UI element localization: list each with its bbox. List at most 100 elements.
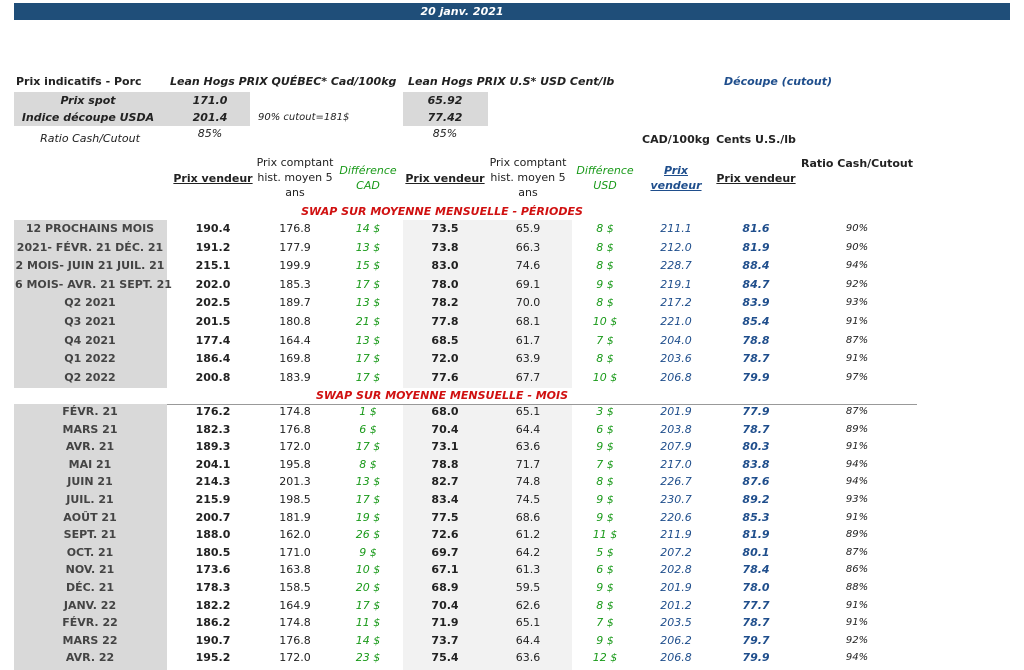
cell-value: 65.1 — [515, 616, 541, 630]
cell-value: 78.8 — [431, 457, 459, 471]
cell-value: 17 $ — [355, 352, 381, 366]
cell-value: 94% — [845, 260, 869, 272]
cell-value: 172.0 — [279, 440, 311, 454]
cell-value: 203.6 — [660, 352, 692, 366]
column-header: Prix vendeur — [405, 172, 485, 185]
cell-value: 158.5 — [279, 581, 311, 594]
us-value: 65.92 — [427, 94, 463, 107]
cell-value: 79.7 — [742, 633, 770, 647]
row-label: NOV. 21 — [65, 563, 115, 577]
cell-value: 195.8 — [279, 457, 311, 471]
cell-value: 82.7 — [431, 475, 459, 489]
cell-value: 93% — [845, 494, 869, 505]
cell-value: 8 $ — [596, 240, 614, 254]
cell-value: 66.3 — [515, 240, 541, 254]
cell-value: 10 $ — [592, 315, 618, 328]
cell-value: 164.9 — [279, 598, 311, 612]
cell-value: 202.5 — [195, 296, 231, 310]
ratio-value: 85% — [432, 127, 458, 140]
cell-value: 89.2 — [742, 493, 770, 506]
cell-value: 201.5 — [195, 315, 231, 328]
row-label: SEPT. 21 — [63, 528, 117, 542]
row-label: Prix spot — [60, 94, 116, 107]
cell-value: 94% — [845, 476, 869, 488]
cell-value: 191.2 — [195, 240, 231, 254]
cell-value: 9 $ — [596, 493, 614, 506]
cell-value: 198.5 — [279, 493, 311, 506]
row-label: 6 MOIS- AVR. 21 SEPT. 21 — [15, 277, 172, 291]
row-label: Q4 2021 — [64, 333, 116, 347]
cell-value: 78.7 — [742, 616, 770, 630]
cell-value: 9 $ — [596, 510, 614, 524]
cell-value: 81.9 — [742, 240, 770, 254]
cell-value: 162.0 — [279, 528, 311, 542]
cell-value: 88.4 — [742, 259, 770, 273]
column-header: Différence USD — [576, 164, 634, 192]
cell-value: 77.5 — [431, 510, 459, 524]
cell-value: 6 $ — [359, 422, 377, 436]
cell-value: 201.3 — [279, 475, 311, 489]
cell-value: 67.1 — [431, 563, 459, 577]
cell-value: 78.0 — [742, 581, 770, 594]
cell-value: 92% — [845, 634, 869, 646]
cell-value: 207.9 — [660, 440, 692, 454]
cell-value: 81.6 — [742, 222, 770, 235]
cell-value: 93% — [845, 297, 869, 309]
cell-value: 206.8 — [660, 651, 692, 665]
column-header: Prix vendeur — [650, 164, 702, 192]
cell-value: 71.9 — [431, 616, 459, 630]
cell-value: 228.7 — [660, 259, 692, 273]
cell-value: 63.6 — [515, 440, 541, 454]
row-label: OCT. 21 — [66, 545, 114, 559]
cell-value: 202.8 — [660, 563, 692, 577]
label-column — [14, 220, 167, 388]
cell-value: 74.5 — [515, 493, 541, 506]
indicative-box — [14, 92, 250, 126]
cell-value: 190.4 — [195, 222, 231, 235]
row-label: AVR. 22 — [65, 651, 115, 665]
section-title: SWAP SUR MOYENNE MENSUELLE - PÉRIODES — [301, 205, 583, 218]
cell-value: 85.3 — [742, 510, 770, 524]
cell-value: 86% — [845, 564, 869, 576]
cell-value: 67.7 — [515, 370, 541, 384]
column-header: Prix comptant hist. moyen 5 ans — [489, 156, 567, 199]
cell-value: 89% — [845, 423, 869, 435]
cell-value: 78.7 — [742, 422, 770, 436]
cell-value: 186.4 — [195, 352, 231, 366]
cell-value: 63.9 — [515, 352, 541, 366]
cell-value: 172.0 — [279, 651, 311, 665]
cell-value: 65.1 — [515, 405, 541, 418]
cell-value: 201.2 — [660, 598, 692, 612]
cell-value: 68.5 — [431, 333, 459, 347]
row-label: JUIN 21 — [67, 475, 113, 489]
cell-value: 59.5 — [515, 581, 541, 594]
qc-value: 201.4 — [192, 111, 228, 124]
row-label: FÉVR. 21 — [62, 405, 118, 418]
cell-value: 185.3 — [279, 277, 311, 291]
cell-value: 204.1 — [195, 457, 231, 471]
cell-value: 61.2 — [515, 528, 541, 542]
us-column-shade — [403, 220, 572, 388]
row-label: Ratio Cash/Cutout — [40, 132, 140, 145]
cell-value: 8 $ — [596, 352, 614, 366]
cell-value: 1 $ — [359, 405, 377, 418]
column-header: Ratio Cash/Cutout — [800, 157, 913, 170]
column-header: Différence CAD — [339, 164, 397, 192]
cell-value: 177.9 — [279, 240, 311, 254]
cell-value: 75.4 — [431, 651, 459, 665]
cell-value: 9 $ — [596, 440, 614, 454]
cell-value: 220.6 — [660, 510, 692, 524]
cell-value: 203.5 — [660, 616, 692, 630]
cell-value: 78.4 — [742, 563, 770, 577]
cell-value: 176.8 — [279, 633, 311, 647]
cell-value: 174.8 — [279, 405, 311, 418]
cell-value: 69.7 — [431, 545, 459, 559]
cell-value: 90% — [845, 241, 869, 253]
cell-value: 7 $ — [596, 333, 614, 347]
cell-value: 65.9 — [515, 222, 541, 235]
cell-value: 199.9 — [279, 259, 311, 273]
cell-value: 11 $ — [592, 528, 618, 542]
cell-value: 89% — [845, 529, 869, 541]
cell-value: 10 $ — [355, 563, 381, 577]
